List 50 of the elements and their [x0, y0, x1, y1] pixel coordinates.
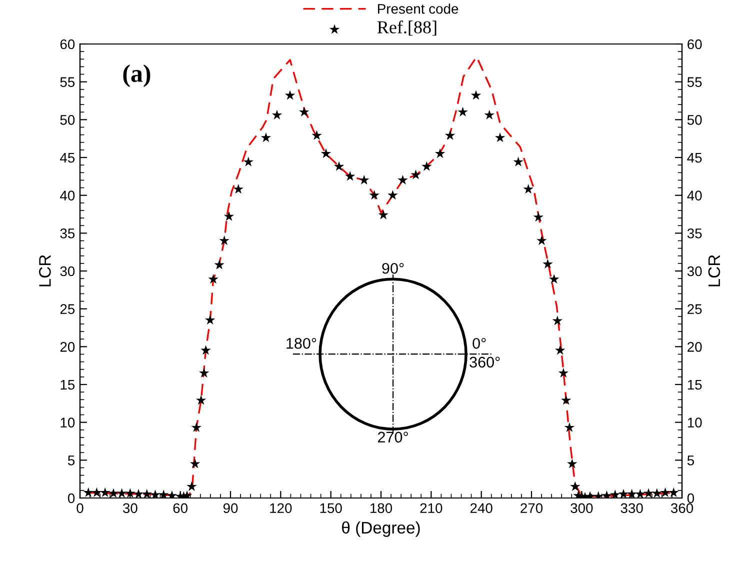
y-tick-label: 15	[60, 380, 75, 390]
y-tick-label: 50	[60, 115, 75, 125]
x-tick-label: 120	[270, 503, 292, 514]
x-axis-title: θ (Degree)	[342, 521, 420, 537]
x-tick-label: 300	[570, 503, 593, 514]
annotation: 0°	[472, 338, 486, 349]
x-tick-label: 180	[370, 503, 392, 514]
x-tick-label: 0	[76, 503, 84, 514]
x-tick-label: 60	[173, 503, 188, 514]
y-tick-label: 35	[60, 228, 75, 238]
y-tick-label: 55	[60, 77, 75, 88]
x-tick-label: 360	[670, 503, 694, 514]
y-tick-label: 45	[60, 152, 75, 163]
y2-tick-label: 45	[687, 152, 702, 163]
y-tick-label: 60	[60, 39, 75, 50]
y2-axis-title: LCR	[708, 255, 720, 286]
y-tick-label: 10	[60, 418, 75, 428]
annotation: 180°	[286, 338, 316, 349]
y2-tick-label: 5	[687, 456, 694, 466]
annotation: 90°	[382, 262, 404, 274]
x-tick-label: 210	[420, 503, 442, 514]
y2-tick-label: 20	[688, 342, 702, 352]
y-tick-label: 20	[60, 342, 75, 352]
y2-tick-label: 40	[687, 190, 702, 201]
x-tick-label: 150	[320, 503, 342, 514]
x-tick-label: 30	[122, 503, 138, 514]
x-tick-label: 90	[223, 503, 238, 514]
legend-label: Ref.[88]	[377, 20, 436, 36]
x-tick-label: 270	[520, 503, 543, 514]
y2-tick-label: 30	[687, 266, 702, 276]
y-tick-label: 5	[68, 456, 75, 466]
y2-tick-label: 60	[688, 39, 702, 50]
annotation: 270°	[378, 432, 408, 443]
y-axis-title: LCR	[39, 255, 51, 286]
x-tick-label: 330	[620, 503, 643, 514]
y-tick-label: 25	[60, 304, 75, 314]
y2-tick-label: 10	[688, 418, 702, 428]
annotation: 360°	[470, 356, 500, 368]
y-tick-label: 0	[68, 493, 75, 504]
y2-tick-label: 25	[688, 304, 702, 314]
y2-tick-label: 50	[687, 115, 702, 125]
annotation: (a)	[123, 64, 150, 88]
y-tick-label: 40	[60, 190, 75, 201]
y2-tick-label: 0	[687, 493, 694, 504]
y2-tick-label: 35	[687, 228, 702, 238]
legend-label: Present code	[378, 4, 458, 14]
x-tick-label: 240	[470, 503, 492, 514]
y-tick-label: 30	[60, 266, 75, 276]
y2-tick-label: 55	[687, 77, 702, 88]
y2-tick-label: 15	[688, 380, 702, 390]
